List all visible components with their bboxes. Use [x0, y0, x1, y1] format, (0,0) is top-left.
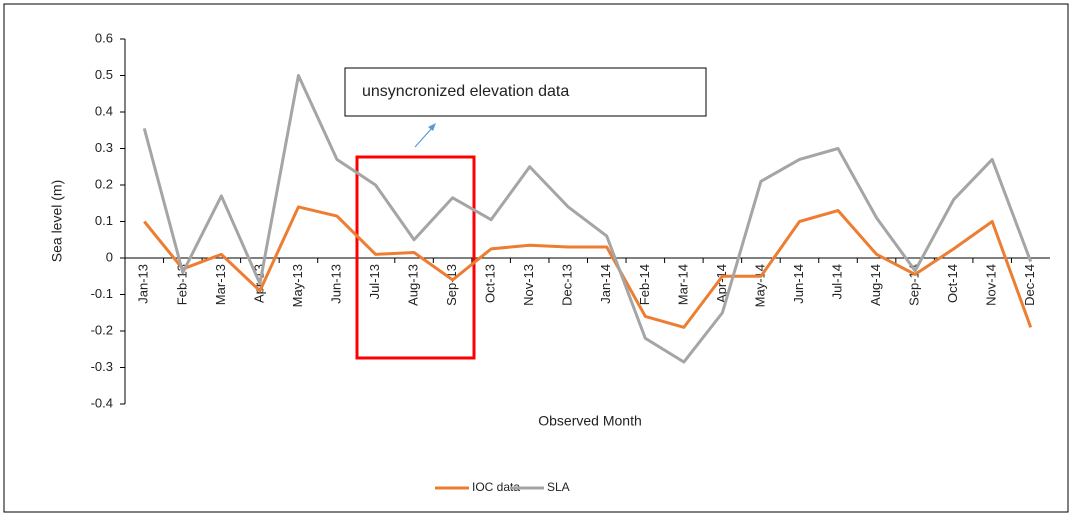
x-tick-label: Dec-13 [560, 264, 575, 306]
x-tick-label: Jan-14 [598, 264, 613, 304]
x-tick-label: Aug-14 [868, 264, 883, 306]
x-tick-label: Feb-14 [637, 264, 652, 305]
x-tick-label: Jun-13 [328, 264, 343, 304]
y-tick-label: -0.2 [91, 322, 113, 337]
x-tick-label: Mar-13 [213, 264, 228, 305]
x-tick-label: Jan-13 [136, 264, 151, 304]
annotation-text: unsyncronized elevation data [362, 83, 569, 100]
x-tick-label: May-13 [290, 264, 305, 307]
x-tick-label: Oct-14 [945, 264, 960, 303]
y-tick-label: 0.1 [95, 213, 113, 228]
y-tick-label: -0.1 [91, 286, 113, 301]
series-line [143, 205, 1033, 329]
x-tick-label: Jun-14 [791, 264, 806, 304]
y-tick-label: 0.3 [95, 140, 113, 155]
x-tick-label: Dec-14 [1022, 264, 1037, 306]
x-tick-label: Sep-14 [907, 264, 922, 306]
x-tick-label: Mar-14 [675, 264, 690, 305]
x-tick-label: Oct-13 [483, 264, 498, 303]
annotation-box [344, 67, 707, 117]
y-tick-label: -0.3 [91, 359, 113, 374]
y-tick-label: 0 [106, 249, 113, 264]
x-tick-label: Apr-14 [714, 264, 729, 303]
x-axis-label: Observed Month [538, 413, 642, 429]
annotation-arrow [414, 127, 433, 148]
x-tick-label: Jul-13 [367, 264, 382, 299]
x-tick-label: Aug-13 [406, 264, 421, 306]
y-tick-label: 0.5 [95, 67, 113, 82]
x-tick-label: Feb-13 [174, 264, 189, 305]
x-tick-label: Sep-13 [444, 264, 459, 306]
annotation-arrowhead [428, 123, 436, 131]
y-axis-label: Sea level (m) [49, 180, 65, 262]
y-tick-label: 0.4 [95, 103, 113, 118]
y-tick-label: -0.4 [91, 395, 113, 410]
series-line [142, 74, 1033, 364]
legend-label: SLA [547, 480, 570, 494]
y-tick-label: 0.2 [95, 176, 113, 191]
x-tick-label: Nov-14 [984, 264, 999, 306]
legend-label: IOC data [472, 480, 520, 494]
highlight-box [355, 155, 476, 360]
x-tick-label: Nov-13 [521, 264, 536, 306]
y-tick-label: 0.6 [95, 30, 113, 45]
x-tick-label: Jul-14 [829, 264, 844, 299]
